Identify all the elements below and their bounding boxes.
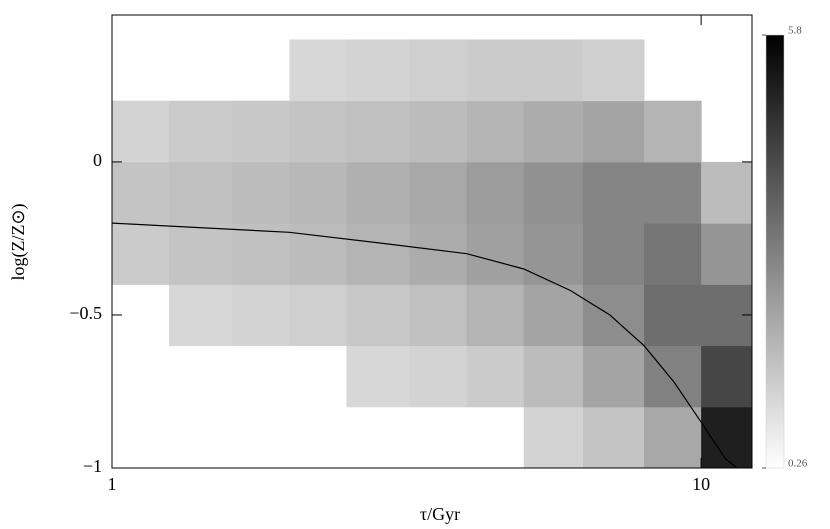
density-cell [289, 100, 347, 163]
density-cell [644, 406, 702, 469]
density-cell [523, 100, 584, 163]
density-cell [582, 345, 645, 408]
y-tick-label: −1 [83, 456, 102, 476]
mean-line [111, 222, 738, 469]
colorbar-tick-label: 0.26 [788, 458, 808, 470]
density-cell [701, 406, 753, 469]
density-cell [346, 223, 411, 285]
density-cell [232, 223, 290, 285]
density-cell [409, 100, 468, 163]
density-cell [112, 161, 170, 224]
density-cell [169, 223, 233, 285]
density-cell [466, 345, 525, 408]
density-cell [169, 100, 233, 163]
density-cell [466, 39, 525, 102]
density-cell [346, 39, 411, 102]
density-cell [409, 345, 468, 408]
colorbar-tick-label: 5.8 [788, 25, 802, 37]
x-axis-label: τ/Gyr [420, 504, 460, 524]
density-cell [644, 100, 702, 163]
density-cell [644, 284, 702, 347]
density-cell [644, 223, 702, 285]
density-cell [523, 406, 584, 469]
density-cell [523, 223, 584, 285]
density-cell [701, 161, 753, 224]
density-cell [582, 406, 645, 469]
density-cell [523, 161, 584, 224]
density-cell [466, 284, 525, 347]
density-cell [346, 284, 411, 347]
density-cell [523, 39, 584, 102]
density-cell [232, 161, 290, 224]
y-axis-label: log(Z/Z⊙) [8, 203, 29, 280]
y-tick-label: −0.5 [69, 303, 102, 323]
y-tick-label: 0 [93, 150, 102, 170]
density-cell [289, 223, 347, 285]
density-cell [582, 161, 645, 224]
x-tick-label: 10 [692, 474, 710, 494]
plot-frame [111, 14, 753, 469]
x-tick-label: 1 [108, 474, 117, 494]
density-cell [701, 345, 753, 408]
density-cell [289, 161, 347, 224]
density-cell [346, 345, 411, 408]
density-cell [644, 345, 702, 408]
density-cell [112, 100, 170, 163]
density-cell [232, 100, 290, 163]
density-cell [409, 161, 468, 224]
density-cell [582, 223, 645, 285]
density-cell [289, 39, 347, 102]
density-cell [409, 39, 468, 102]
density-cell [582, 284, 645, 347]
density-cell [409, 284, 468, 347]
density-cell [169, 161, 233, 224]
density-cell [346, 100, 411, 163]
density-cell [232, 284, 290, 347]
colorbar [765, 34, 785, 469]
density-cell [582, 39, 645, 102]
density-layer [112, 39, 753, 469]
density-cell [701, 223, 753, 285]
density-cell [523, 284, 584, 347]
density-cell [112, 223, 170, 285]
density-cell [523, 345, 584, 408]
density-cell [466, 223, 525, 285]
density-cell [289, 284, 347, 347]
density-cell [346, 161, 411, 224]
density-cell [582, 100, 645, 163]
density-cell [409, 223, 468, 285]
density-cell [466, 100, 525, 163]
density-cell [466, 161, 525, 224]
density-cell [169, 284, 233, 347]
density-cell [644, 161, 702, 224]
